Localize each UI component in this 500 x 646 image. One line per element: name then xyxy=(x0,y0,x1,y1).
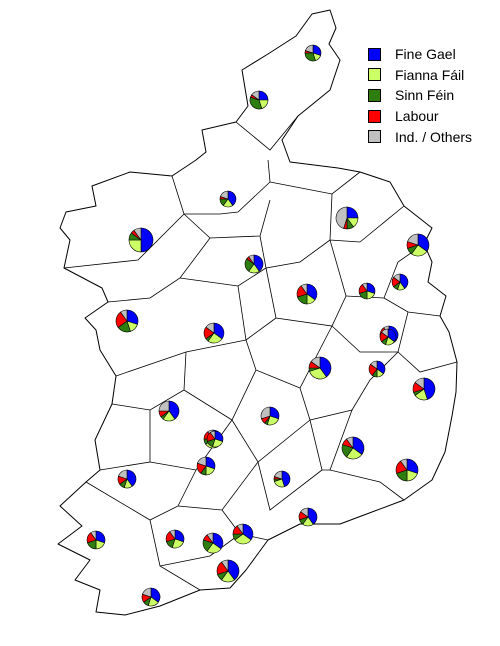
constituency-pie xyxy=(304,44,322,62)
legend-item-fine-gael: Fine Gael xyxy=(368,44,472,65)
pie-slice xyxy=(310,356,321,369)
pie-slice xyxy=(423,377,436,400)
constituency-pie xyxy=(358,282,376,300)
pie-slice xyxy=(90,530,97,541)
pie-slice xyxy=(206,532,214,544)
pie-slice xyxy=(169,529,176,540)
legend-swatch xyxy=(368,130,381,144)
legend-swatch xyxy=(368,88,381,102)
constituency-pie xyxy=(391,273,409,291)
pie-slice xyxy=(158,400,170,412)
constituency-pie xyxy=(379,328,397,346)
legend-label: Sinn Féin xyxy=(395,87,455,104)
constituency-pie xyxy=(308,356,332,380)
pie-slice xyxy=(220,190,229,200)
constituency-pie xyxy=(86,530,106,550)
pie-slice xyxy=(260,406,271,420)
constituency-pie xyxy=(341,436,365,460)
pie-slice xyxy=(140,227,154,253)
constituency-pie xyxy=(298,507,318,527)
constituency-pie xyxy=(165,529,185,549)
constituency-pie xyxy=(244,254,264,274)
pie-slice xyxy=(300,507,309,518)
pie-slice xyxy=(370,360,378,370)
pie-slice xyxy=(253,254,264,272)
pie-slice xyxy=(118,469,128,480)
constituency-pie xyxy=(202,532,224,554)
constituency-pie xyxy=(115,309,139,333)
pie-slice xyxy=(352,436,365,455)
pie-slice xyxy=(400,458,408,471)
pie-slice xyxy=(213,322,225,340)
constituency-pie xyxy=(273,470,291,488)
constituency-pie xyxy=(368,360,386,378)
constituency-pie xyxy=(203,322,225,344)
constituency-pie xyxy=(158,400,180,422)
legend-swatch xyxy=(368,47,381,61)
pie-slice xyxy=(227,190,237,206)
constituency-pie xyxy=(395,458,419,482)
legend-label: Ind. / Others xyxy=(395,128,473,145)
pie-slice xyxy=(197,456,207,467)
pie-slice xyxy=(281,470,291,487)
pie-slice xyxy=(236,523,244,535)
pie-slice xyxy=(126,469,137,487)
constituency-pie xyxy=(219,190,237,208)
pie-slice xyxy=(319,356,332,378)
constituency-pies xyxy=(86,44,436,607)
legend-swatch xyxy=(368,68,381,82)
pie-slice xyxy=(399,273,409,289)
pie-slice xyxy=(142,587,152,598)
pie-slice xyxy=(414,377,425,390)
legend-item-ind-others: Ind. / Others xyxy=(368,126,472,147)
pie-slice xyxy=(168,400,180,420)
pie-slice xyxy=(306,283,318,301)
constituency-pie xyxy=(296,283,318,305)
constituency-pie xyxy=(412,377,436,401)
constituency-pie xyxy=(335,206,359,230)
pie-slice xyxy=(120,309,128,322)
pie-slice xyxy=(407,233,419,246)
legend: Fine Gael Fianna Fáil Sinn Féin Labour I… xyxy=(368,44,472,147)
constituency-pie xyxy=(406,233,430,257)
pie-slice xyxy=(133,227,142,241)
constituency-pie xyxy=(196,456,216,476)
pie-slice xyxy=(205,322,215,334)
pie-slice xyxy=(212,532,224,550)
pie-slice xyxy=(221,559,229,572)
pie-slice xyxy=(242,523,254,541)
pie-slice xyxy=(393,273,401,283)
pie-slice xyxy=(227,559,240,581)
legend-label: Fianna Fáil xyxy=(395,66,465,83)
pie-slice xyxy=(361,282,368,292)
constituency-pie xyxy=(232,523,254,545)
pie-slice xyxy=(307,507,318,525)
pie-slice xyxy=(251,90,260,101)
constituency-pie xyxy=(117,469,137,489)
legend-item-fianna-fail: Fianna Fáil xyxy=(368,65,472,86)
legend-label: Fine Gael xyxy=(395,46,456,63)
constituency-pie xyxy=(128,227,154,253)
constituency-pie xyxy=(141,587,161,607)
legend-item-sinn-fein: Sinn Féin xyxy=(368,85,472,106)
pie-slice xyxy=(417,233,430,252)
pie-slice xyxy=(335,206,348,229)
legend-label: Labour xyxy=(395,108,439,125)
pie-slice xyxy=(305,44,314,54)
pie-slice xyxy=(300,283,308,295)
pie-slice xyxy=(346,436,354,449)
constituency-pie xyxy=(260,406,280,426)
pie-slice xyxy=(209,430,216,440)
legend-item-labour: Labour xyxy=(368,106,472,127)
pie-slice xyxy=(381,328,389,338)
legend-swatch xyxy=(368,109,381,123)
constituency-pie xyxy=(216,559,240,583)
constituency-pie xyxy=(249,90,269,110)
pie-slice xyxy=(248,254,255,265)
pie-slice xyxy=(274,470,283,480)
constituency-pie xyxy=(206,430,224,448)
